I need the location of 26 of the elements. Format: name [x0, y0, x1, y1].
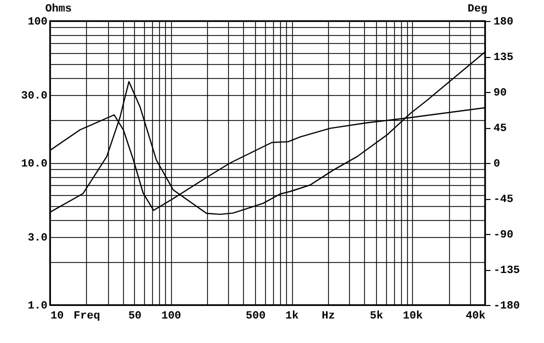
y-tick-label: 10.0	[21, 158, 48, 170]
y2-tick-label: -90	[494, 230, 514, 242]
y2-axis-title: Deg	[468, 4, 488, 16]
y2-tick-label: 0	[494, 158, 500, 170]
y-tick-label: 1.0	[28, 300, 48, 312]
x-tick-label: 1k	[285, 310, 300, 322]
x-tick-label: 50	[128, 310, 142, 322]
y-tick-label: 3.0	[28, 232, 48, 245]
y2-tick-label: -135	[494, 265, 520, 277]
y2-tick-label: -180	[494, 300, 520, 312]
x-tick-label: 10k	[402, 310, 424, 322]
x-tick-label: 100	[161, 310, 182, 322]
x-tick-label: 5k	[370, 310, 384, 322]
y-tick-label: 30.0	[21, 90, 48, 103]
x-tick-label: 500	[246, 310, 266, 322]
y-axis-title: Ohms	[45, 4, 72, 16]
y2-tick-label: 45	[494, 123, 508, 135]
y2-tick-label: -45	[494, 194, 514, 206]
y2-tick-label: 180	[494, 16, 514, 28]
y-tick-label: 100	[28, 16, 48, 28]
x-tick-label: 40k	[466, 310, 486, 322]
x-tick-label: Freq	[74, 310, 100, 322]
x-tick-label: Hz	[322, 310, 335, 322]
x-tick-label: 10	[50, 310, 64, 322]
y2-tick-label: 90	[494, 88, 507, 100]
y2-tick-label: 135	[494, 52, 514, 64]
